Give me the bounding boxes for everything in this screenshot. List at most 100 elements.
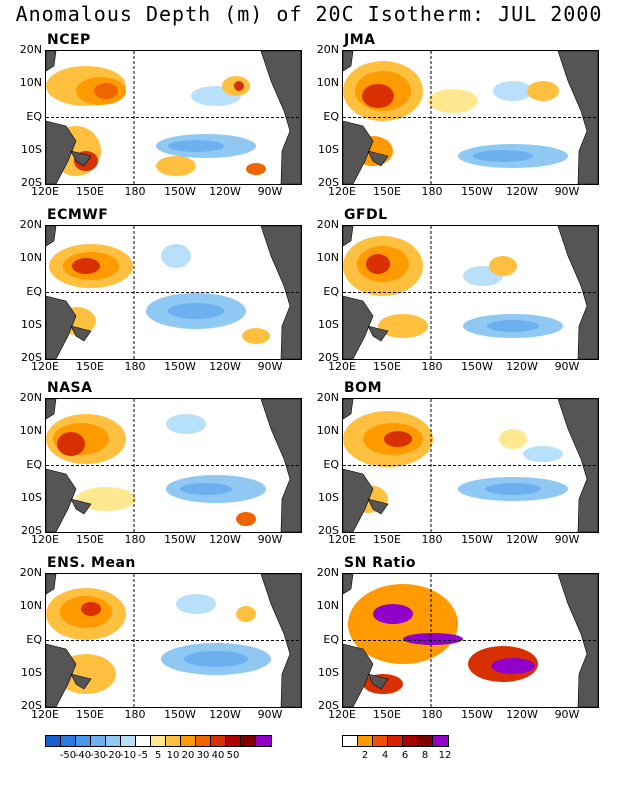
longitude-label: 150W [461,708,493,721]
longitude-label: 120W [209,360,241,373]
latitude-label: 10S [318,490,339,504]
colorbar-swatch [256,736,271,746]
longitude-label: 120E [31,708,59,721]
latitude-label: 10S [21,142,42,156]
map-panel [45,225,302,360]
colorbar-swatch [166,736,181,746]
longitude-label: 180 [124,360,146,373]
colorbar-swatch [91,736,106,746]
longitude-label: 150E [76,360,104,373]
colorbar-label: 4 [381,750,389,761]
latitude-label: 20N [316,218,339,231]
longitude-label: 120E [31,185,59,198]
colorbar-label: 5 [154,750,162,761]
colorbar-sn-ratio [342,735,449,747]
latitude-label: 20S [21,176,42,189]
latitude-label: EQ [323,457,339,471]
colorbar-swatch [106,736,121,746]
longitude-label: 120E [328,185,356,198]
longitude-label: 150E [76,185,104,198]
longitude-label: 120W [506,708,538,721]
panel-title: ENS. Mean [47,555,136,571]
latitude-label: 20N [19,43,42,56]
colorbar-swatch [373,736,388,746]
longitude-label: 150E [373,533,401,546]
colorbar-label: 50 [226,750,240,761]
colorbar-label: -20 [104,750,122,761]
longitude-label: 150W [164,185,196,198]
colorbar-swatch [136,736,151,746]
colorbar-swatch [241,736,256,746]
latitude-label: 10N [19,251,42,265]
longitude-label: 120E [328,360,356,373]
latitude-label: 10N [19,599,42,613]
longitude-label: 150E [76,708,104,721]
colorbar-swatch [358,736,373,746]
longitude-label: 150W [461,185,493,198]
longitude-label: 180 [421,185,443,198]
longitude-label: 150E [76,533,104,546]
longitude-label: 180 [124,533,146,546]
longitude-label: 150E [373,708,401,721]
panel-title: NCEP [47,32,91,48]
colorbar-label: 6 [401,750,409,761]
colorbar-anomaly [45,735,272,747]
longitude-label: 90W [554,185,580,198]
colorbar-label: -5 [138,750,148,761]
latitude-label: 20S [318,699,339,712]
colorbar-label: 40 [211,750,225,761]
colorbar-label: 20 [181,750,195,761]
colorbar-swatch [418,736,433,746]
colorbar-swatch [61,736,76,746]
longitude-label: 120W [209,708,241,721]
panel-title: BOM [344,380,383,396]
latitude-label: 20N [19,566,42,579]
panel-title: GFDL [344,207,388,223]
latitude-label: 20S [21,524,42,537]
latitude-label: 10N [19,424,42,438]
latitude-label: 20S [318,176,339,189]
panel-title: NASA [47,380,93,396]
colorbar-label: 2 [361,750,369,761]
longitude-label: 150W [164,360,196,373]
longitude-label: 150E [373,360,401,373]
colorbar-label: -50 [59,750,77,761]
colorbar-swatch [196,736,211,746]
longitude-label: 180 [124,185,146,198]
map-panel [342,225,599,360]
longitude-label: 180 [421,533,443,546]
colorbar-swatch [388,736,403,746]
latitude-label: 10S [21,665,42,679]
longitude-label: 120W [506,533,538,546]
latitude-label: 10S [318,142,339,156]
map-panel [342,50,599,185]
colorbar-swatch [151,736,166,746]
latitude-label: 10S [21,490,42,504]
longitude-label: 150W [461,360,493,373]
latitude-label: 20N [19,218,42,231]
latitude-label: 20S [21,351,42,364]
latitude-label: 10N [316,599,339,613]
panel-title: JMA [344,32,376,48]
colorbar-label: 8 [421,750,429,761]
longitude-label: 150W [461,533,493,546]
longitude-label: 120W [506,185,538,198]
latitude-label: EQ [26,284,42,298]
map-panel [45,573,302,708]
latitude-label: 20N [316,391,339,404]
longitude-label: 180 [124,708,146,721]
latitude-label: 10S [318,665,339,679]
latitude-label: 20S [318,524,339,537]
colorbar-label: 10 [166,750,180,761]
latitude-label: 10N [316,251,339,265]
colorbar-swatch [76,736,91,746]
map-panel [45,50,302,185]
longitude-label: 150E [373,185,401,198]
map-panel [45,398,302,533]
latitude-label: EQ [26,109,42,123]
colorbar-swatch [433,736,448,746]
colorbar-swatch [403,736,418,746]
colorbar-label: -10 [119,750,137,761]
latitude-label: EQ [26,632,42,646]
colorbar-label: -40 [74,750,92,761]
